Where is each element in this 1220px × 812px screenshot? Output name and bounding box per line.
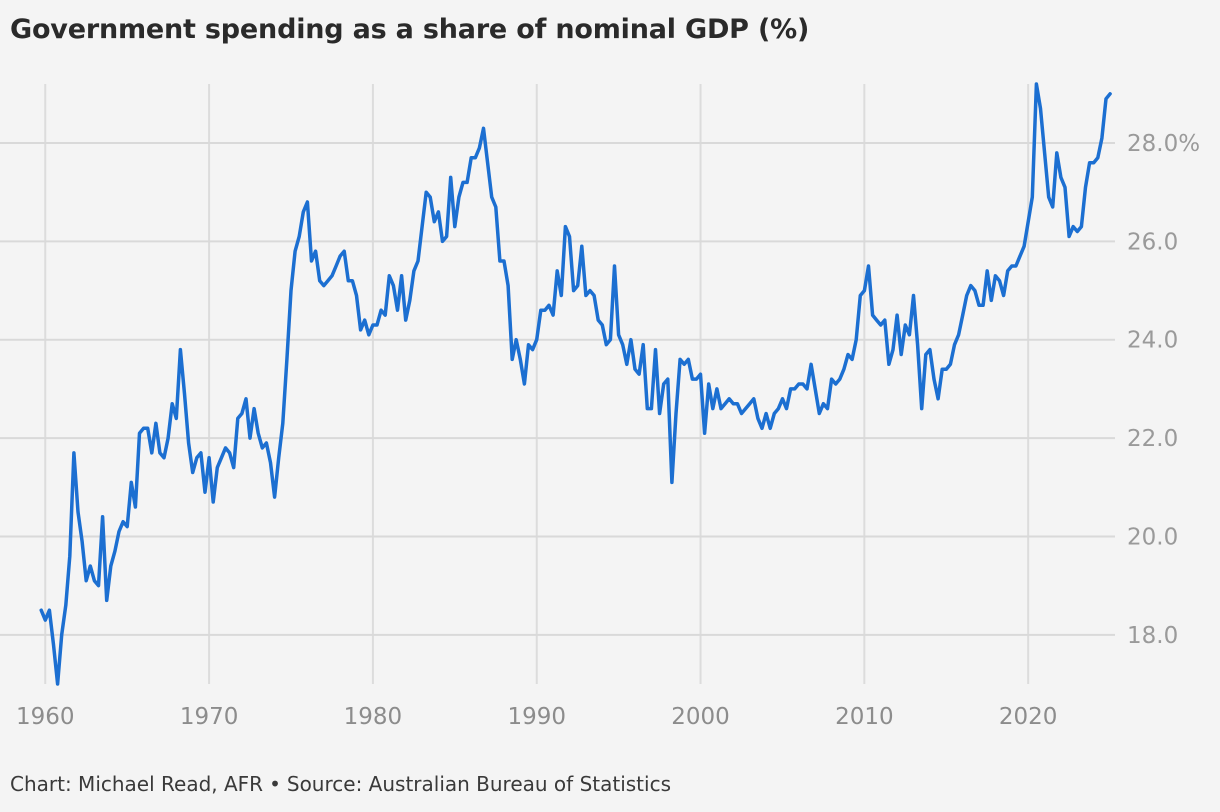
y-tick-label-18: 18.0 [1127, 623, 1178, 649]
y-tick-label-20: 20.0 [1127, 524, 1178, 550]
y-axis-ticks: 18.0 20.0 22.0 24.0 26.0 28.0% [1127, 131, 1200, 649]
x-axis-ticks: 1960 1970 1980 1990 2000 2010 2020 [16, 704, 1057, 730]
chart-footer: Chart: Michael Read, AFR • Source: Austral… [10, 772, 671, 796]
series-line-0 [39, 82, 1112, 686]
x-tick-label-1990: 1990 [507, 704, 566, 730]
chart-source: Source: Australian Bureau of Statistics [286, 772, 671, 796]
x-tick-label-2010: 2010 [835, 704, 894, 730]
grid-lines [0, 84, 1115, 684]
y-tick-label-24: 24.0 [1127, 328, 1178, 354]
x-tick-label-1970: 1970 [180, 704, 239, 730]
footer-separator: • [269, 772, 281, 796]
x-tick-label-1980: 1980 [344, 704, 403, 730]
chart-credit: Chart: Michael Read, AFR [10, 772, 264, 796]
chart-title: Government spending as a share of nomina… [10, 14, 810, 45]
series-group [39, 82, 1112, 686]
x-tick-label-2020: 2020 [999, 704, 1058, 730]
x-tick-label-1960: 1960 [16, 704, 75, 730]
y-tick-label-26: 26.0 [1127, 229, 1178, 255]
y-tick-label-22: 22.0 [1127, 426, 1178, 452]
x-tick-label-2000: 2000 [671, 704, 730, 730]
y-tick-label-28: 28.0% [1127, 131, 1200, 157]
